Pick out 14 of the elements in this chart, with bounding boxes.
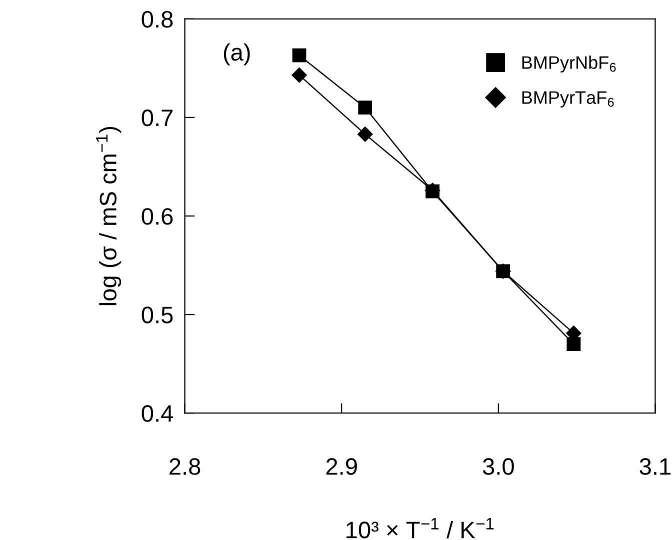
- x-tick-label: 2.9: [326, 458, 357, 475]
- y-tick-label: 0.8: [142, 10, 173, 28]
- x-tick-label: 3.0: [482, 458, 514, 475]
- y-tick-label: 0.5: [142, 306, 173, 324]
- legend-label: BMPyrTaF$_{6}$: [522, 91, 614, 108]
- y-axis-title: log (σ / mS cm$^{−1}$): [96, 126, 122, 306]
- y-tick-label: 0.7: [142, 110, 173, 126]
- annotation: (a): [224, 43, 250, 66]
- legend-label: BMPyrNbF$_{6}$: [522, 56, 616, 73]
- y-tick-label: 0.4: [142, 405, 173, 422]
- y-tick-label: 0.6: [142, 208, 173, 225]
- x-axis-title: 10³ × T$^{−1}$ / K$^{−1}$: [346, 518, 494, 538]
- x-tick-label: 3.1: [640, 458, 670, 475]
- x-tick-label: 2.8: [170, 458, 200, 475]
